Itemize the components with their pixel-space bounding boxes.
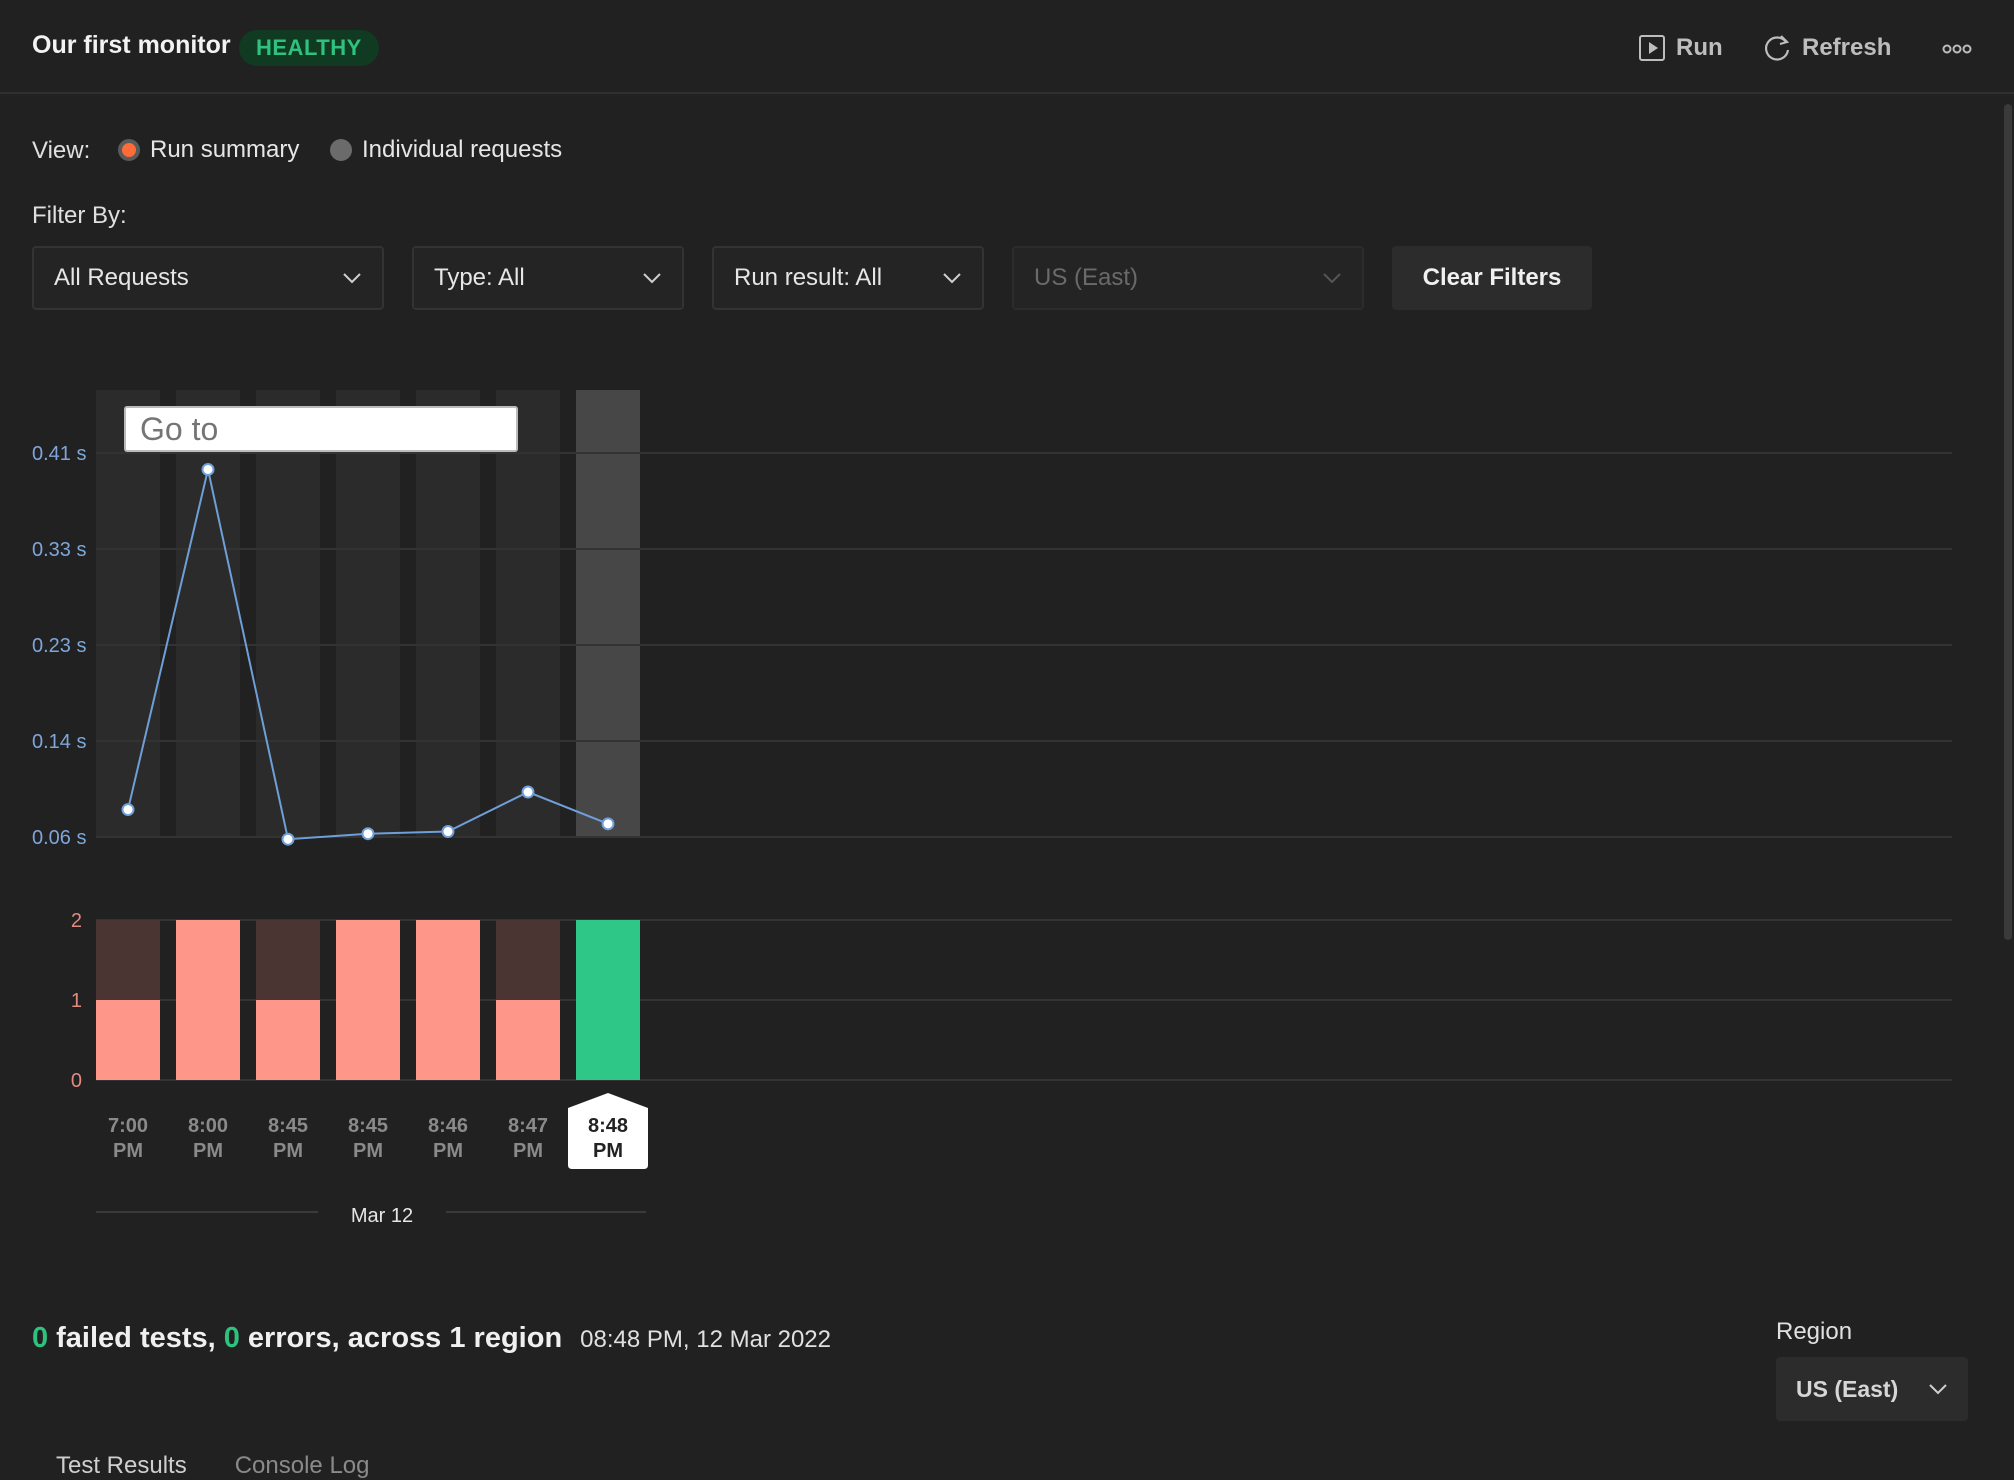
- x-tick-label: 8:48: [588, 1115, 628, 1137]
- run-result-bar: [176, 920, 240, 1080]
- error-count: 0: [223, 1322, 240, 1354]
- response-time-point: [521, 785, 535, 799]
- chevron-down-icon: [1323, 273, 1341, 284]
- run-summary-line: 0 failed tests, 0 errors, across 1 regio…: [32, 1322, 831, 1355]
- run-result-bar: [256, 1000, 320, 1080]
- region-filter-value: US (East): [1034, 264, 1139, 291]
- chart-column-bg: [336, 390, 400, 837]
- response-time-point: [121, 803, 135, 817]
- run-result-bar: [416, 920, 480, 1080]
- response-time-point: [601, 817, 615, 831]
- result-tabs: Test Results Console Log: [56, 1452, 369, 1480]
- run-result-bar: [496, 1000, 560, 1080]
- radio-run-summary[interactable]: Run summary: [118, 136, 299, 164]
- response-time-point: [361, 827, 375, 841]
- region-select-value: US (East): [1796, 1375, 1899, 1402]
- selected-run-marker: [568, 1093, 648, 1169]
- type-filter-value: Type: All: [434, 264, 525, 291]
- y-tick-label: 1: [71, 990, 82, 1012]
- run-result-filter-select[interactable]: Run result: All: [712, 246, 984, 310]
- response-time-point: [441, 825, 455, 839]
- run-label: Run: [1676, 34, 1723, 61]
- run-result-bar: [336, 920, 400, 1080]
- more-options-button[interactable]: [1942, 34, 1972, 69]
- x-tick-label: 8:00: [188, 1115, 228, 1137]
- chart-column-bg: [496, 390, 560, 837]
- x-tick-label: PM: [113, 1140, 143, 1162]
- x-tick-label: 8:47: [508, 1115, 548, 1137]
- y-tick-label: 0.14 s: [32, 731, 86, 753]
- chart-column-bg: [576, 390, 640, 837]
- chart-column-bg: [176, 390, 240, 837]
- play-icon: [1639, 35, 1665, 61]
- view-label: View:: [32, 137, 91, 164]
- refresh-button[interactable]: Refresh: [1762, 28, 1891, 68]
- goto-input[interactable]: [124, 406, 518, 452]
- status-badge: HEALTHY: [239, 30, 379, 66]
- run-result-bar: [96, 1000, 160, 1080]
- chart-column-bg: [96, 390, 160, 837]
- date-label: Mar 12: [351, 1205, 413, 1227]
- y-tick-label: 0.23 s: [32, 635, 86, 657]
- y-tick-label: 0.41 s: [32, 443, 86, 465]
- more-dots-icon: [1942, 44, 1972, 54]
- run-result-bar: [576, 920, 640, 1080]
- x-tick-label: 8:45: [268, 1115, 308, 1137]
- response-time-point: [201, 462, 215, 476]
- x-tick-label: PM: [193, 1140, 223, 1162]
- x-tick-label: PM: [593, 1140, 623, 1162]
- x-tick-label: PM: [513, 1140, 543, 1162]
- run-result-bar: [496, 920, 560, 1000]
- monitor-header: [0, 0, 2014, 94]
- failed-count: 0: [32, 1322, 49, 1354]
- radio-unselected-icon: [330, 139, 352, 161]
- y-tick-label: 0.06 s: [32, 827, 86, 849]
- chevron-down-icon: [343, 273, 361, 284]
- region-label: Region: [1776, 1318, 1853, 1345]
- run-button[interactable]: Run: [1638, 28, 1723, 68]
- x-tick-label: PM: [353, 1140, 383, 1162]
- x-tick-label: PM: [433, 1140, 463, 1162]
- tab-test-results[interactable]: Test Results: [56, 1452, 187, 1479]
- requests-filter-value: All Requests: [54, 264, 189, 291]
- failed-text: failed tests,: [56, 1322, 216, 1354]
- x-tick-label: 8:45: [348, 1115, 388, 1137]
- clear-filters-button[interactable]: Clear Filters: [1392, 246, 1592, 310]
- x-tick-label: PM: [273, 1140, 303, 1162]
- radio-individual-requests-label: Individual requests: [362, 136, 563, 163]
- run-timestamp: 08:48 PM, 12 Mar 2022: [580, 1326, 831, 1353]
- region-filter-select: US (East): [1012, 246, 1364, 310]
- filter-by-label: Filter By:: [32, 202, 127, 229]
- run-result-bar: [256, 920, 320, 1000]
- refresh-icon: [1765, 35, 1790, 61]
- run-result-filter-value: Run result: All: [734, 264, 883, 291]
- y-tick-label: 2: [71, 910, 82, 932]
- response-time-point: [281, 832, 295, 846]
- requests-filter-select[interactable]: All Requests: [32, 246, 384, 310]
- tab-console-log[interactable]: Console Log: [234, 1452, 370, 1479]
- monitor-chart: 0.41 s 0.33 s 0.23 s 0.14 s 0.06 s 2 1 0 7:00 PM 8…: [32, 390, 1952, 1227]
- chevron-down-icon: [643, 273, 661, 284]
- refresh-label: Refresh: [1802, 34, 1892, 61]
- run-result-bar: [96, 920, 160, 1000]
- type-filter-select[interactable]: Type: All: [412, 246, 684, 310]
- x-tick-label: 8:46: [428, 1115, 468, 1137]
- chevron-down-icon: [1929, 1384, 1947, 1395]
- chevron-down-icon: [943, 273, 961, 284]
- chart-column-bg: [256, 390, 320, 837]
- error-text: errors, across 1 region: [247, 1322, 563, 1354]
- radio-selected-icon: [118, 139, 140, 161]
- radio-individual-requests[interactable]: Individual requests: [330, 136, 562, 164]
- radio-run-summary-label: Run summary: [150, 136, 300, 163]
- scrollbar[interactable]: [2004, 104, 2012, 940]
- chart-column-bg: [416, 390, 480, 837]
- monitor-title: Our first monitor: [32, 31, 231, 59]
- x-tick-label: 7:00: [108, 1115, 148, 1137]
- y-tick-label: 0.33 s: [32, 539, 86, 561]
- y-tick-label: 0: [71, 1070, 82, 1092]
- region-select[interactable]: US (East): [1776, 1357, 1968, 1421]
